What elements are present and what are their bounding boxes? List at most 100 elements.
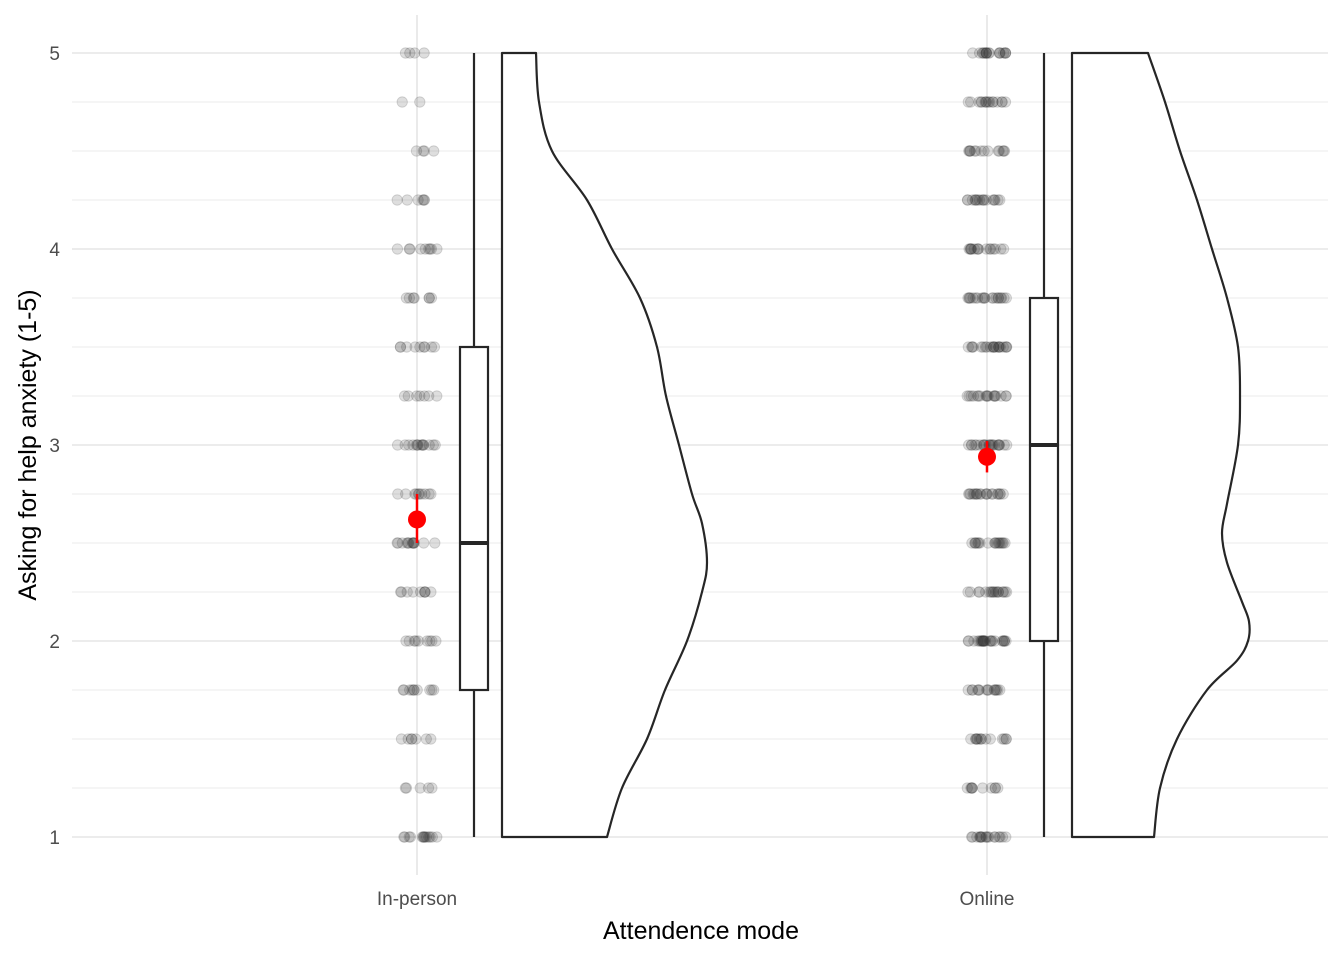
data-point: [411, 439, 423, 451]
data-point: [402, 733, 414, 745]
data-point: [400, 488, 412, 500]
data-point: [982, 96, 995, 108]
data-point: [397, 684, 409, 696]
data-point: [999, 537, 1011, 549]
data-point: [995, 243, 1007, 255]
data-point: [1000, 733, 1012, 745]
data-point: [998, 47, 1010, 59]
data-point: [970, 439, 983, 451]
data-point: [996, 96, 1008, 108]
data-point: [973, 96, 985, 108]
data-point: [403, 439, 415, 451]
data-point: [971, 733, 983, 745]
data-point: [995, 390, 1007, 402]
data-point: [964, 488, 977, 500]
data-point: [418, 341, 430, 353]
data-point: [971, 733, 983, 745]
data-point: [404, 47, 416, 59]
data-point: [961, 194, 974, 206]
data-point: [975, 733, 987, 745]
data-point: [990, 684, 1002, 696]
data-point: [963, 635, 975, 647]
half-violin-online: [1070, 51, 1251, 839]
data-point: [996, 831, 1009, 843]
data-point: [392, 537, 404, 549]
data-point: [963, 145, 975, 157]
data-point: [965, 390, 977, 402]
data-point: [966, 782, 978, 794]
data-point: [973, 586, 985, 598]
data-point: [400, 782, 412, 794]
data-point: [419, 243, 431, 255]
data-point: [989, 537, 1001, 549]
data-point: [425, 292, 437, 304]
data-point: [988, 341, 1000, 353]
data-point: [988, 194, 1000, 206]
data-point: [418, 831, 430, 843]
data-point: [983, 96, 996, 108]
data-point: [417, 145, 429, 157]
data-point: [418, 390, 430, 402]
data-point: [972, 684, 985, 696]
data-point: [965, 439, 978, 451]
data-point: [995, 292, 1008, 304]
data-point: [414, 782, 426, 794]
data-point: [981, 341, 993, 353]
data-point: [425, 341, 438, 353]
jittered-points: [391, 47, 1013, 843]
data-point: [986, 292, 998, 304]
data-point: [970, 145, 982, 157]
data-point: [401, 194, 413, 206]
data-point: [998, 733, 1010, 745]
data-point: [963, 292, 975, 304]
data-point: [963, 488, 976, 500]
data-point: [980, 47, 992, 59]
data-point: [404, 684, 416, 696]
data-point: [992, 145, 1004, 157]
data-point: [963, 292, 975, 304]
data-point: [992, 586, 1005, 598]
data-point: [417, 439, 429, 451]
data-point: [978, 47, 990, 59]
data-point: [966, 684, 979, 696]
data-point: [991, 96, 1003, 108]
data-point: [416, 439, 429, 451]
data-point: [1000, 292, 1012, 304]
data-point: [996, 635, 1009, 647]
data-point: [976, 635, 988, 647]
half-violin-in-person: [500, 51, 709, 839]
data-point: [977, 292, 990, 304]
data-point: [399, 831, 411, 843]
data-point: [420, 733, 432, 745]
data-point: [986, 488, 998, 500]
data-point: [965, 243, 977, 255]
data-point: [406, 733, 418, 745]
data-point: [962, 635, 974, 647]
data-point: [411, 684, 423, 696]
data-point: [999, 586, 1011, 598]
data-point: [974, 831, 986, 843]
data-point: [428, 684, 440, 696]
data-point: [995, 537, 1007, 549]
data-point: [428, 145, 440, 157]
data-point: [965, 243, 977, 255]
data-point: [414, 586, 427, 598]
data-point: [974, 537, 986, 549]
y-tick-label: 5: [49, 44, 60, 65]
data-point: [965, 733, 977, 745]
data-point: [975, 733, 987, 745]
data-point: [988, 684, 1000, 696]
data-point: [997, 586, 1010, 598]
data-point: [992, 537, 1004, 549]
data-point: [988, 341, 1000, 353]
data-point: [406, 684, 418, 696]
data-point: [423, 831, 435, 843]
data-point: [418, 831, 430, 843]
data-point: [414, 96, 426, 108]
data-point: [964, 586, 977, 598]
data-point: [992, 292, 1005, 304]
data-point: [988, 341, 1000, 353]
data-point: [976, 292, 988, 304]
data-point: [964, 292, 977, 304]
data-point: [408, 292, 420, 304]
